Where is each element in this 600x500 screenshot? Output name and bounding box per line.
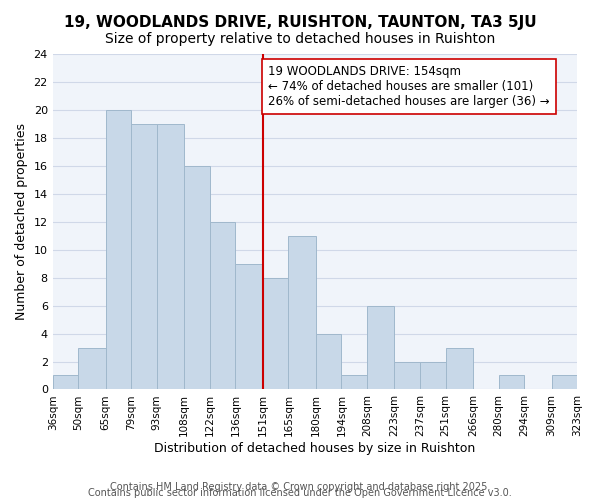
Bar — [367, 306, 394, 390]
Text: Contains HM Land Registry data © Crown copyright and database right 2025.: Contains HM Land Registry data © Crown c… — [110, 482, 490, 492]
Bar — [499, 376, 524, 390]
Bar — [210, 222, 235, 390]
Bar — [446, 348, 473, 390]
Text: 19, WOODLANDS DRIVE, RUISHTON, TAUNTON, TA3 5JU: 19, WOODLANDS DRIVE, RUISHTON, TAUNTON, … — [64, 15, 536, 30]
Text: Size of property relative to detached houses in Ruishton: Size of property relative to detached ho… — [105, 32, 495, 46]
Bar — [341, 376, 367, 390]
Bar — [78, 348, 106, 390]
Text: Contains public sector information licensed under the Open Government Licence v3: Contains public sector information licen… — [88, 488, 512, 498]
Bar — [53, 376, 78, 390]
Bar — [131, 124, 157, 390]
Bar — [263, 278, 289, 390]
Bar — [157, 124, 184, 390]
Bar — [551, 376, 577, 390]
Bar — [184, 166, 210, 390]
Bar — [420, 362, 446, 390]
Bar — [394, 362, 420, 390]
Bar — [235, 264, 263, 390]
Bar — [316, 334, 341, 390]
Y-axis label: Number of detached properties: Number of detached properties — [15, 123, 28, 320]
Text: 19 WOODLANDS DRIVE: 154sqm
← 74% of detached houses are smaller (101)
26% of sem: 19 WOODLANDS DRIVE: 154sqm ← 74% of deta… — [268, 65, 550, 108]
Bar — [106, 110, 131, 390]
Bar — [289, 236, 316, 390]
X-axis label: Distribution of detached houses by size in Ruishton: Distribution of detached houses by size … — [154, 442, 476, 455]
